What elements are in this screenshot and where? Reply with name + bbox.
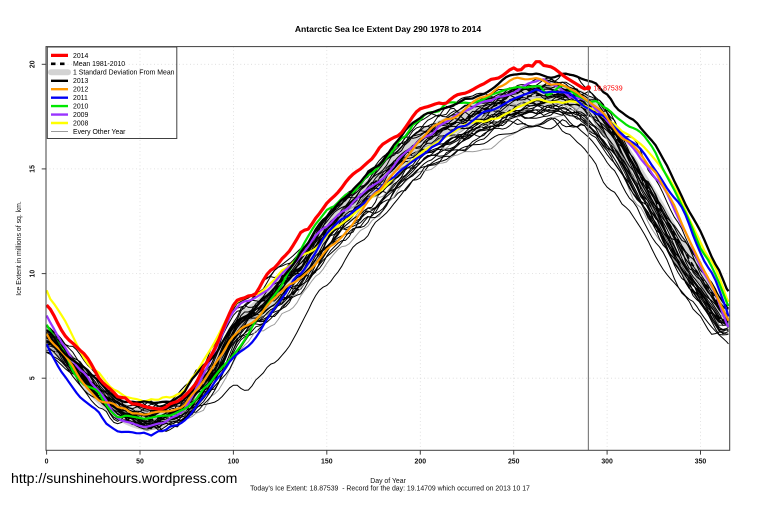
svg-text:Day of Year: Day of Year: [370, 478, 406, 485]
svg-text:150: 150: [321, 459, 333, 466]
svg-text:20: 20: [30, 60, 37, 68]
svg-text:350: 350: [695, 459, 707, 466]
svg-text:10: 10: [30, 270, 37, 278]
svg-text:100: 100: [228, 459, 240, 466]
svg-text:2009: 2009: [73, 112, 88, 119]
svg-text:300: 300: [601, 459, 613, 466]
svg-text:Antarctic Sea Ice Extent Day 2: Antarctic Sea Ice Extent Day 290 1978 to…: [295, 24, 482, 34]
svg-text:2014: 2014: [73, 53, 88, 60]
svg-text:1 Standard Deviation From Mean: 1 Standard Deviation From Mean: [73, 70, 175, 77]
svg-text:200: 200: [415, 459, 427, 466]
svg-text:2012: 2012: [73, 87, 88, 94]
svg-text:2008: 2008: [73, 120, 88, 127]
svg-text:http://sunshinehours.wordpress: http://sunshinehours.wordpress.com: [11, 470, 237, 486]
svg-text:18.87539: 18.87539: [593, 85, 622, 92]
svg-text:15: 15: [30, 165, 37, 173]
svg-text:Mean 1981-2010: Mean 1981-2010: [73, 61, 125, 68]
svg-text:2013: 2013: [73, 78, 88, 85]
svg-text:2010: 2010: [73, 104, 88, 111]
svg-text:50: 50: [136, 459, 144, 466]
svg-text:5: 5: [30, 376, 37, 380]
svg-text:250: 250: [508, 459, 520, 466]
svg-text:2011: 2011: [73, 95, 88, 102]
svg-text:Ice Extent in millions of sq.: Ice Extent in millions of sq. km.: [16, 201, 23, 296]
svg-text:Today's Ice Extent: 18.87539: Today's Ice Extent: 18.87539 - Record fo…: [250, 485, 530, 492]
svg-text:0: 0: [45, 459, 49, 466]
svg-text:Every Other Year: Every Other Year: [73, 129, 126, 136]
